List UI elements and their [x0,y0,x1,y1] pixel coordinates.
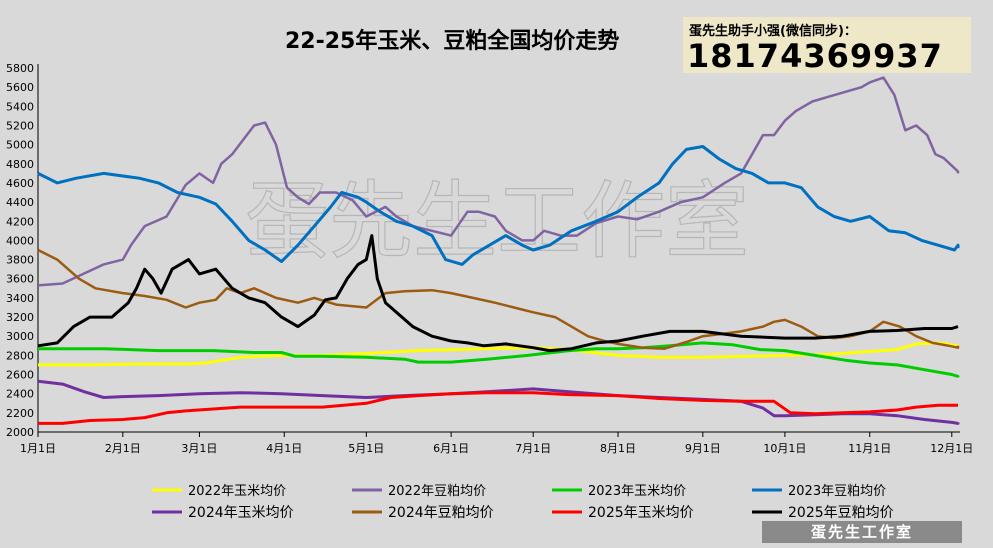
contact-box: 蛋先生助手小强(微信同步)： 18174369937 [683,17,971,75]
y-tick-label: 5200 [6,119,34,132]
series-line-7 [38,391,958,425]
series-line-1 [38,341,959,367]
x-tick-label: 2月1日 [105,442,141,455]
y-tick-label: 4200 [6,215,34,228]
legend-label: 2024年玉米均价 [188,505,294,521]
legend-label: 2022年豆粕均价 [388,484,486,499]
brand-badge: 蛋先生工作室 [762,521,962,543]
x-tick-label: 6月1日 [433,442,469,455]
y-tick-label: 4000 [6,234,34,247]
x-tick-label: 3月1日 [181,442,217,455]
x-tick-label: 12月1日 [930,442,973,455]
chart-title: 22-25年玉米、豆粕全国均价走势 [285,28,619,54]
y-tick-label: 3200 [6,311,34,324]
y-tick-label: 3400 [6,292,34,305]
x-tick-label: 4月1日 [266,442,302,455]
x-tick-label: 10月1日 [763,442,806,455]
y-tick-label: 2200 [6,407,34,420]
series-line-5 [37,379,960,425]
legend-label: 2025年玉米均价 [588,505,694,521]
x-tick-label: 1月1日 [20,442,56,455]
y-tick-label: 2400 [6,388,34,401]
legend-label: 2025年豆粕均价 [788,505,894,521]
series-group [37,76,960,425]
y-tick-label: 4600 [6,177,34,190]
x-tick-label: 8月1日 [600,442,636,455]
legend: 2022年玉米均价 2022年豆粕均价 2023年玉米均价 2023年豆粕均价 2024… [152,484,894,521]
legend-label: 2023年玉米均价 [588,484,686,499]
legend-label: 2022年玉米均价 [188,484,286,499]
contact-phone: 18174369937 [687,37,943,75]
y-tick-label: 2600 [6,369,34,382]
y-tick-label: 3000 [6,330,34,343]
y-tick-label: 4400 [6,196,34,209]
x-tick-label: 7月1日 [515,442,551,455]
y-tick-label: 3600 [6,273,34,286]
x-axis: 1月1日 2月1日 3月1日 4月1日 5月1日 6月1日 7月1日 8月1日 9月1日 10月1… [20,431,973,455]
y-tick-label: 5800 [6,62,34,75]
contact-label: 蛋先生助手小强(微信同步)： [689,24,857,39]
y-tick-label: 5400 [6,100,34,113]
x-tick-label: 9月1日 [685,442,721,455]
y-axis: 2000 2200 2400 2600 2800 3000 3200 3400 3600 3800… [6,62,39,439]
x-tick-label: 5月1日 [348,442,384,455]
series-line-3 [38,341,960,378]
legend-label: 2024年豆粕均价 [388,505,494,521]
y-tick-label: 4800 [6,158,34,171]
series-line-2 [37,76,960,287]
series-line-8 [37,234,959,353]
x-tick-label: 11月1日 [848,442,891,455]
series-line-4 [37,145,960,266]
y-tick-label: 2000 [6,426,34,439]
y-tick-label: 5600 [6,81,34,94]
y-tick-label: 2800 [6,349,34,362]
y-tick-label: 3800 [6,254,34,267]
y-tick-label: 5000 [6,139,34,152]
legend-label: 2023年豆粕均价 [788,484,886,499]
